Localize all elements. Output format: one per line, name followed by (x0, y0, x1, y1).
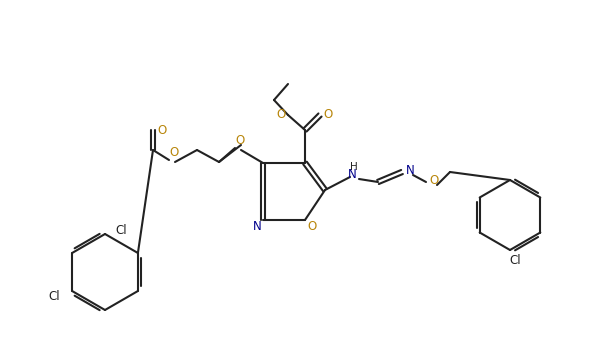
Text: H: H (350, 162, 358, 172)
Text: O: O (429, 173, 439, 187)
Text: O: O (235, 135, 245, 148)
Text: N: N (348, 168, 356, 181)
Text: N: N (406, 164, 414, 176)
Text: Cl: Cl (115, 224, 127, 238)
Text: O: O (276, 107, 285, 120)
Text: O: O (157, 123, 167, 136)
Text: Cl: Cl (48, 289, 60, 303)
Text: N: N (253, 221, 261, 234)
Text: Cl: Cl (509, 254, 521, 267)
Text: O: O (307, 221, 317, 234)
Text: O: O (323, 108, 332, 121)
Text: O: O (170, 147, 179, 159)
